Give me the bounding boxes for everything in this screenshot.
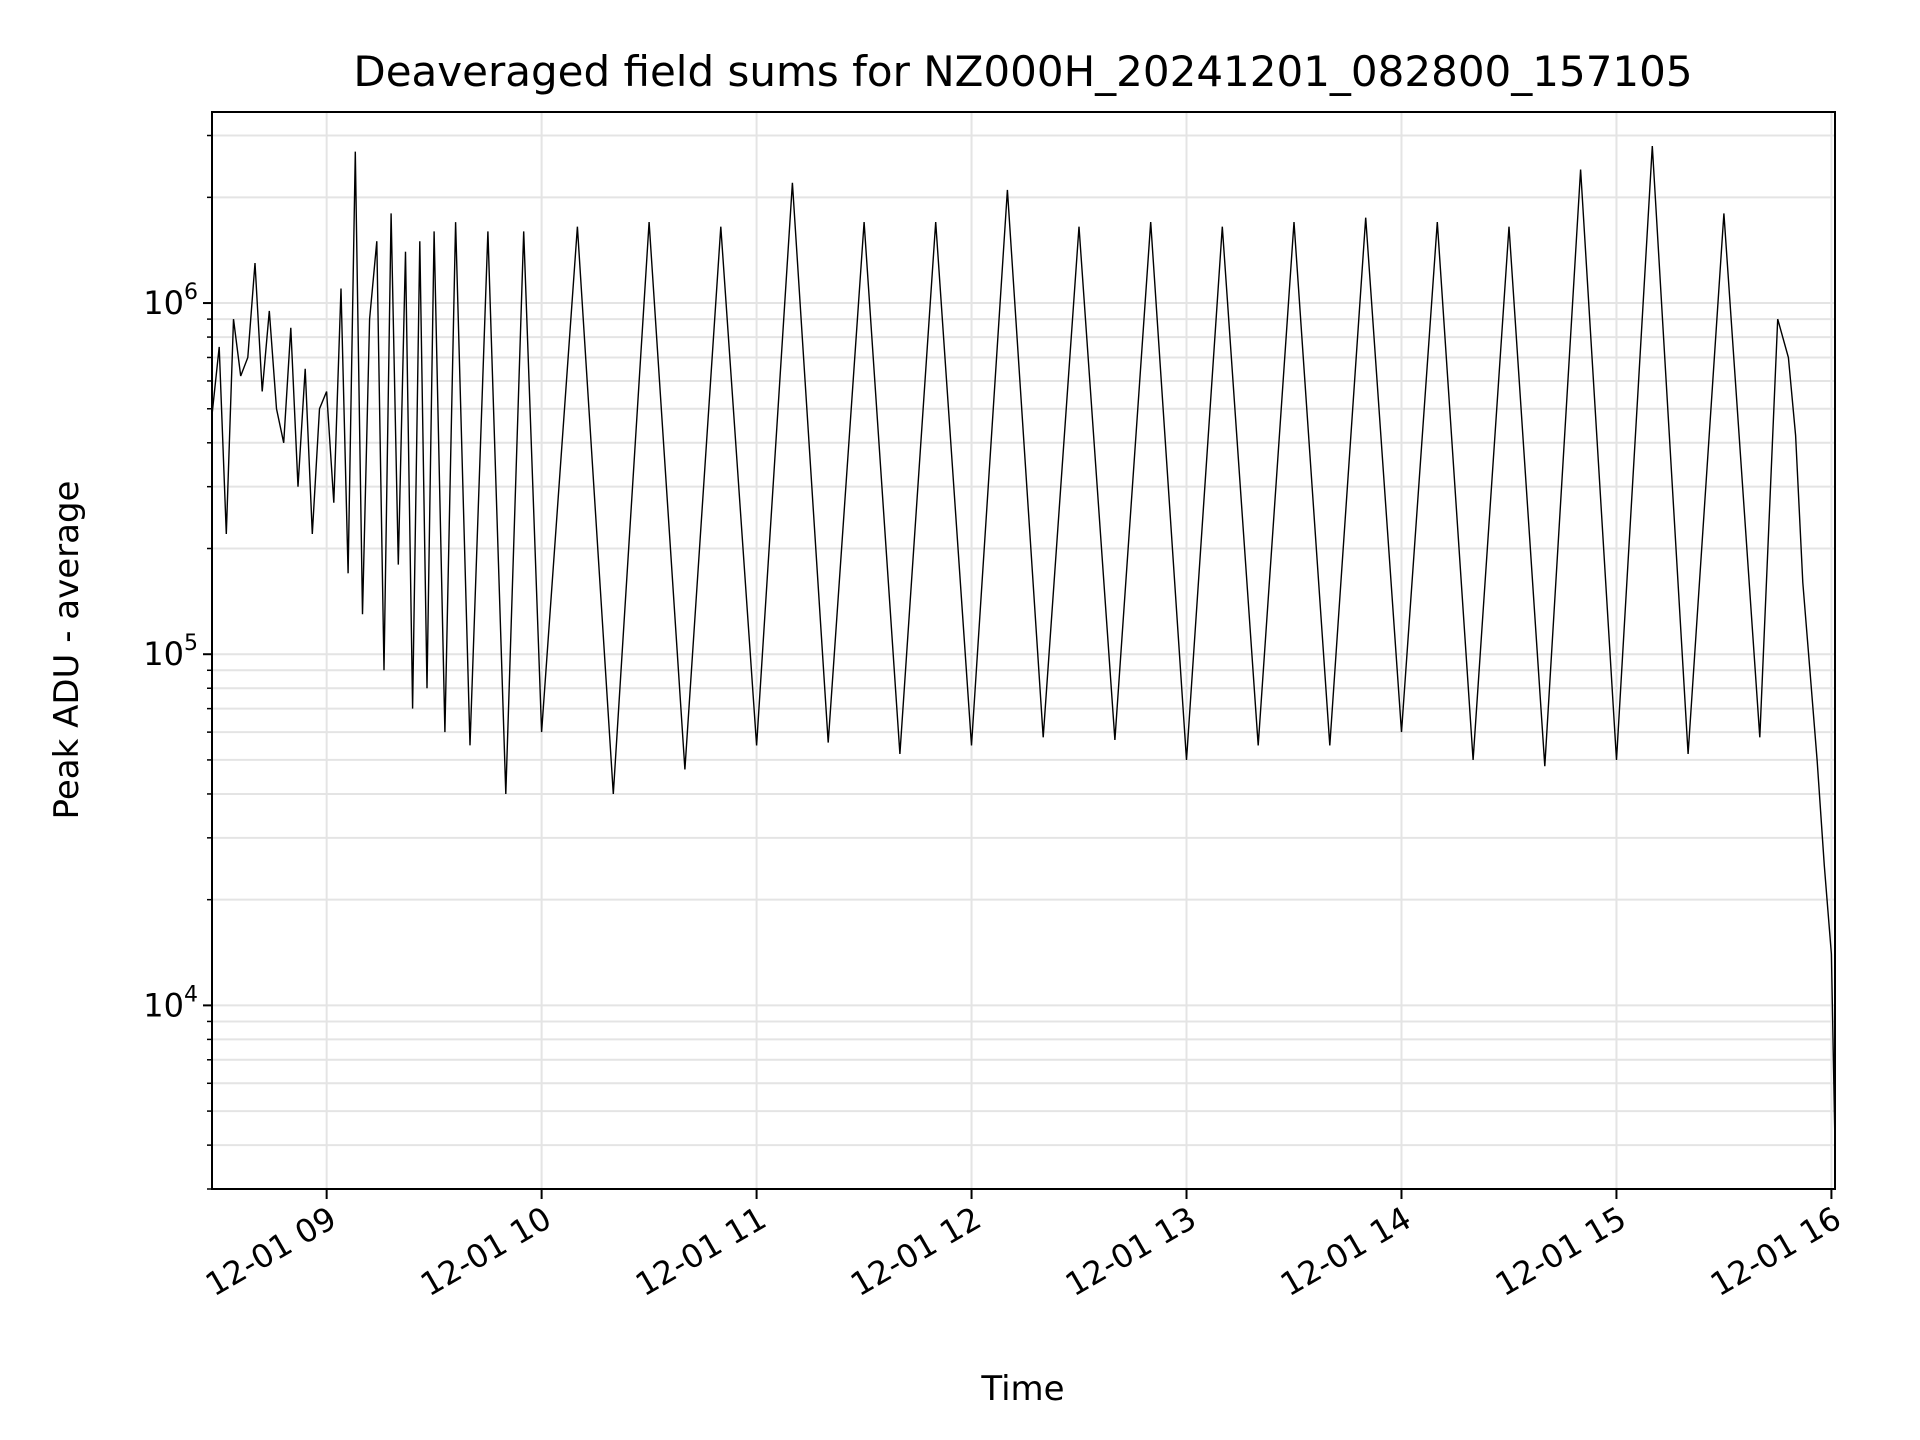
- x-tick-label: 12-01 14: [1274, 1199, 1418, 1304]
- x-axis-label: Time: [980, 1369, 1064, 1409]
- x-tick-label: 12-01 15: [1489, 1199, 1633, 1304]
- y-tick-label: 104: [143, 982, 198, 1024]
- x-tick-label: 12-01 12: [844, 1199, 988, 1304]
- y-axis-label: Peak ADU - average: [47, 481, 87, 820]
- x-axis-ticks: 12-01 09 12-01 10 12-01 11 12-01 12 12-01 13…: [199, 1189, 1847, 1304]
- chart-title: Deaveraged field sums for NZ000H_2024120…: [353, 47, 1692, 96]
- plot-frame: [211, 111, 1836, 1190]
- x-tick-label: 12-01 09: [199, 1199, 343, 1304]
- y-axis-ticks: 104 105 106: [143, 134, 212, 1190]
- grid-lines: [212, 112, 1835, 1190]
- y-tick-label: 106: [143, 280, 198, 322]
- data-series: [211, 145, 1836, 1146]
- x-tick-label: 12-01 11: [629, 1199, 773, 1304]
- x-tick-label: 12-01 16: [1704, 1199, 1848, 1304]
- y-tick-label: 105: [143, 631, 198, 673]
- x-tick-label: 12-01 13: [1059, 1199, 1203, 1304]
- series-line: [211, 145, 1836, 1146]
- x-tick-label: 12-01 10: [414, 1199, 558, 1304]
